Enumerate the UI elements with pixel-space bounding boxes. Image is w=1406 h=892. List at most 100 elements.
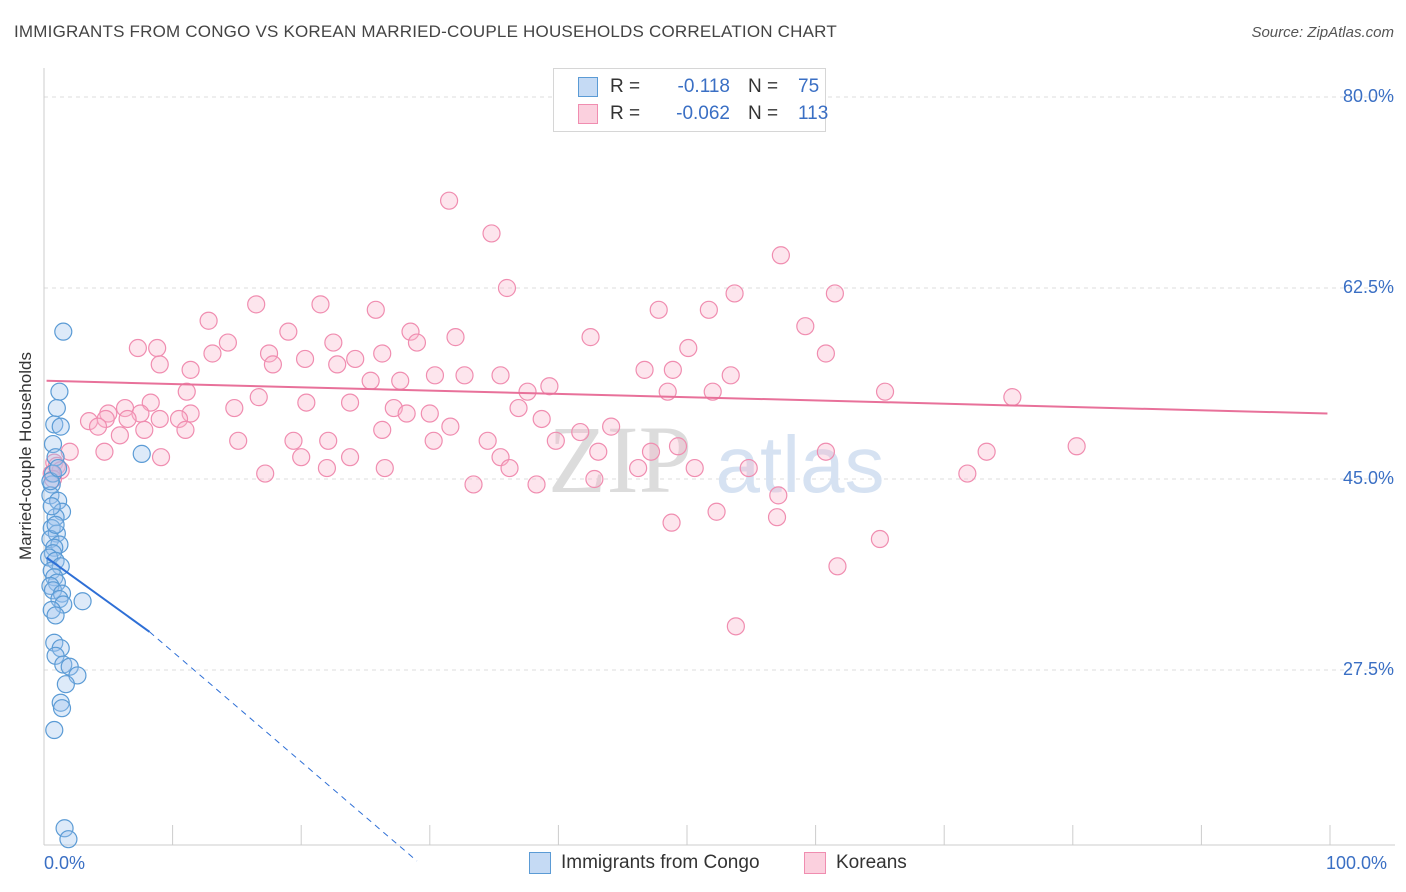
legend-label-congo: Immigrants from Congo	[561, 852, 760, 873]
data-point	[366, 300, 385, 319]
data-point	[641, 442, 661, 461]
x-tick-label-max: 100.0%	[1326, 853, 1388, 873]
data-point	[150, 355, 169, 374]
data-point	[540, 377, 559, 396]
data-point	[497, 278, 517, 298]
data-point	[441, 417, 460, 436]
data-point	[263, 355, 283, 374]
data-point	[439, 191, 459, 210]
data-point	[54, 322, 73, 341]
data-point	[679, 338, 698, 358]
data-point	[500, 458, 519, 478]
legend-row-koreans: R = -0.062 N = 113	[578, 102, 828, 126]
trend-line-congo	[45, 556, 151, 633]
data-point	[721, 366, 740, 385]
stats-legend: R = -0.118 N = 75 R = -0.062 N = 113	[553, 68, 828, 132]
data-point	[79, 412, 99, 431]
data-point	[739, 458, 758, 478]
y-tick-label: 27.5%	[1342, 659, 1394, 679]
data-point	[373, 420, 392, 439]
data-point	[464, 475, 483, 494]
data-point	[375, 458, 394, 478]
data-point	[176, 420, 195, 439]
data-point	[319, 431, 338, 450]
data-point	[482, 224, 501, 243]
data-point	[425, 366, 445, 385]
data-point	[181, 404, 200, 423]
data-point	[361, 371, 380, 390]
data-point	[1067, 437, 1086, 456]
legend-label-koreans: Koreans	[836, 852, 907, 873]
legend-r-label: R =	[610, 76, 641, 97]
y-tick-label: 62.5%	[1342, 277, 1394, 297]
data-point	[1003, 388, 1022, 407]
data-point	[685, 458, 704, 478]
data-point	[649, 300, 668, 319]
data-point	[45, 720, 64, 740]
series-legend: Immigrants from Congo Koreans	[0, 852, 1406, 878]
trend-line-congo-extension	[149, 631, 418, 862]
data-point	[771, 246, 790, 265]
data-point	[151, 448, 171, 467]
data-point	[218, 333, 237, 352]
chart-title: IMMIGRANTS FROM CONGO VS KOREAN MARRIED-…	[14, 22, 837, 41]
data-point	[635, 360, 654, 379]
data-point	[169, 409, 189, 429]
data-point	[699, 300, 718, 319]
legend-item-koreans[interactable]: Koreans	[804, 852, 907, 874]
data-point	[46, 515, 65, 534]
legend-item-congo[interactable]: Immigrants from Congo	[529, 852, 760, 874]
data-point	[668, 437, 688, 456]
y-tick-label: 45.0%	[1342, 468, 1394, 488]
data-point	[767, 508, 787, 527]
data-point	[589, 442, 608, 461]
watermark-zip: ZIP	[548, 406, 692, 513]
data-point	[340, 393, 360, 412]
data-point	[546, 431, 565, 450]
data-point	[340, 448, 360, 467]
legend-r-value: -0.118	[677, 76, 730, 97]
data-point	[55, 819, 74, 838]
data-point	[225, 398, 244, 418]
legend-n-label: N =	[748, 103, 779, 124]
data-point	[247, 295, 266, 314]
legend-n-value: 75	[798, 76, 820, 97]
data-point	[373, 344, 392, 363]
data-point	[284, 431, 303, 450]
data-point	[181, 360, 200, 379]
data-point	[59, 830, 78, 849]
trend-line-koreans	[46, 379, 1328, 415]
y-tick-label: 80.0%	[1342, 86, 1394, 106]
legend-swatch-pink	[578, 104, 598, 124]
data-point	[455, 366, 474, 385]
data-point	[726, 617, 745, 636]
data-point	[60, 442, 79, 461]
data-point	[50, 382, 69, 401]
data-point	[292, 448, 311, 467]
data-point	[491, 366, 510, 385]
data-point	[977, 442, 996, 461]
legend-swatch-blue	[529, 852, 551, 874]
data-point	[148, 338, 167, 358]
series-congo	[40, 322, 151, 849]
data-point	[324, 333, 343, 352]
data-point	[585, 469, 604, 489]
data-point	[571, 422, 590, 442]
data-point	[110, 426, 129, 445]
data-point	[424, 431, 443, 450]
data-point	[295, 349, 315, 369]
data-point	[199, 311, 218, 330]
legend-n-label: N =	[748, 76, 779, 97]
data-point	[703, 382, 722, 401]
data-point	[346, 349, 365, 369]
data-point	[73, 592, 92, 611]
data-point	[816, 442, 835, 461]
data-point	[203, 344, 222, 363]
data-point	[958, 464, 977, 483]
data-point	[816, 344, 835, 363]
data-point	[311, 295, 330, 314]
data-point	[135, 420, 154, 439]
data-point	[249, 388, 268, 407]
data-point	[95, 442, 114, 461]
data-point	[518, 382, 537, 401]
